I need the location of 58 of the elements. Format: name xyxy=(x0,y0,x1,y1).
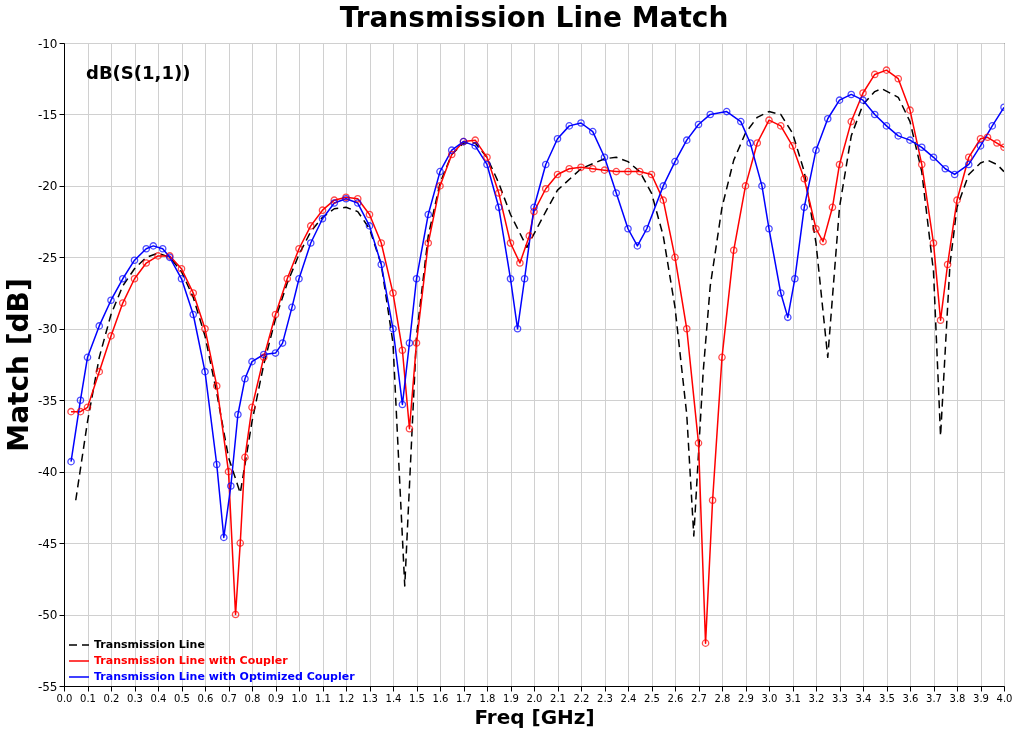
x-tick-label: 0.6 xyxy=(197,692,214,704)
x-tick-label: 3.1 xyxy=(785,692,801,704)
legend-label: Transmission Line with Optimized Coupler xyxy=(94,670,356,683)
x-tick-label: 2.7 xyxy=(691,692,707,704)
x-tick-label: 2.4 xyxy=(620,692,637,704)
x-tick-label: 2.9 xyxy=(738,692,754,704)
x-tick-label: 1.2 xyxy=(338,692,355,704)
x-tick-label: 1.7 xyxy=(456,692,472,704)
x-tick-label: 3.7 xyxy=(926,692,942,704)
y-tick-label: -35 xyxy=(37,393,58,408)
x-tick-label: 0.8 xyxy=(244,692,261,704)
y-tick-label: -55 xyxy=(37,679,58,694)
x-tick-label: 3.3 xyxy=(832,692,848,704)
x-tick-label: 3.8 xyxy=(949,692,966,704)
y-tick-label: -20 xyxy=(37,179,58,194)
x-tick-label: 0.4 xyxy=(150,692,167,704)
x-tick-label: 3.9 xyxy=(973,692,989,704)
x-tick-label: 2.0 xyxy=(526,692,543,704)
x-tick-label: 3.5 xyxy=(879,692,895,704)
x-tick-label: 3.6 xyxy=(902,692,919,704)
x-tick-label: 2.6 xyxy=(667,692,684,704)
y-tick-label: -50 xyxy=(37,608,58,623)
x-tick-label: 2.1 xyxy=(550,692,566,704)
x-tick-label: 0.7 xyxy=(221,692,237,704)
x-tick-label: 1.6 xyxy=(432,692,449,704)
legend-label: Transmission Line xyxy=(94,638,205,651)
x-tick-label: 1.5 xyxy=(409,692,425,704)
x-tick-label: 2.3 xyxy=(597,692,613,704)
x-tick-label: 1.0 xyxy=(291,692,308,704)
annotation: dB(S(1,1)) xyxy=(86,62,191,83)
x-tick-label: 2.2 xyxy=(573,692,590,704)
x-tick-label: 0.2 xyxy=(103,692,120,704)
x-tick-label: 0.5 xyxy=(174,692,190,704)
x-tick-label: 1.8 xyxy=(479,692,496,704)
x-tick-label: 1.3 xyxy=(362,692,378,704)
x-tick-label: 0.9 xyxy=(268,692,284,704)
y-axis-title: Match [dB] xyxy=(1,278,35,452)
x-tick-label: 0.1 xyxy=(80,692,96,704)
x-tick-label: 1.9 xyxy=(503,692,519,704)
x-tick-label: 1.1 xyxy=(315,692,331,704)
x-tick-label: 0.0 xyxy=(56,692,73,704)
chart-title: Transmission Line Match xyxy=(339,1,729,34)
y-tick-label: -10 xyxy=(37,36,58,51)
x-axis-title: Freq [GHz] xyxy=(474,704,595,729)
x-tick-label: 0.3 xyxy=(127,692,143,704)
x-tick-label: 4.0 xyxy=(996,692,1013,704)
x-tick-label: 2.8 xyxy=(714,692,731,704)
x-tick-label: 2.5 xyxy=(644,692,660,704)
y-tick-label: -40 xyxy=(37,465,58,480)
x-tick-label: 3.2 xyxy=(808,692,825,704)
y-tick-label: -45 xyxy=(37,536,58,551)
x-tick-label: 1.4 xyxy=(385,692,402,704)
y-tick-label: -15 xyxy=(37,107,58,122)
x-tick-label: 3.0 xyxy=(761,692,778,704)
x-tick-label: 3.4 xyxy=(855,692,872,704)
legend-label: Transmission Line with Coupler xyxy=(94,654,289,667)
y-tick-label: -25 xyxy=(37,250,58,265)
y-tick-label: -30 xyxy=(37,322,58,337)
